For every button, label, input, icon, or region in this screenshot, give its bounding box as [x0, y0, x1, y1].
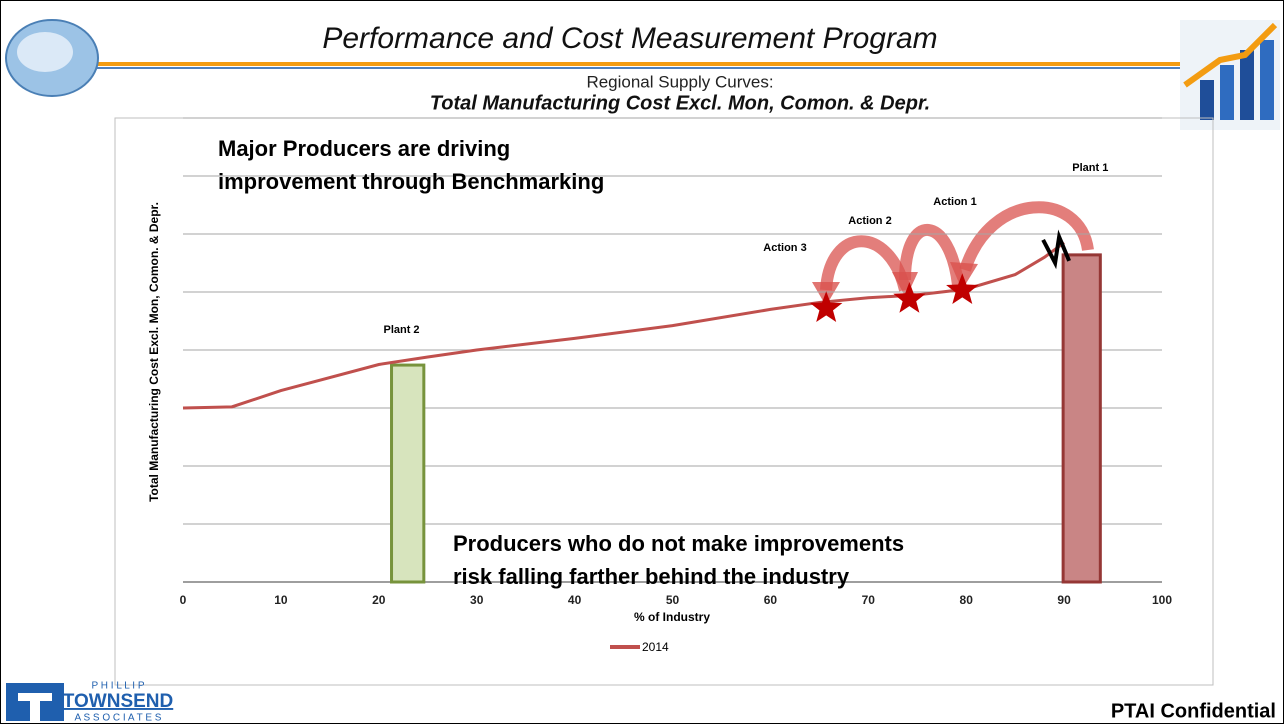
- action-label: Action 3: [763, 242, 806, 254]
- series-line: [182, 241, 1065, 410]
- action-star: [946, 273, 979, 304]
- x-tick-label: 20: [372, 593, 386, 607]
- plant-bar: [390, 363, 426, 584]
- annotation: risk falling farther behind the industry: [453, 564, 850, 589]
- x-axis-label: % of Industry: [634, 610, 710, 624]
- subtitle: Regional Supply Curves:: [586, 72, 773, 91]
- action-label: Action 2: [848, 215, 891, 227]
- plant-bar: [1061, 253, 1102, 584]
- x-tick-label: 40: [568, 593, 582, 607]
- annotation: improvement through Benchmarking: [218, 169, 604, 194]
- annotation: Producers who do not make improvements: [453, 531, 904, 556]
- action-star: [810, 291, 843, 322]
- growth-icon: [1180, 20, 1280, 130]
- x-tick-label: 100: [1152, 593, 1172, 607]
- logo-main: TOWNSEND: [63, 691, 173, 712]
- action-star: [893, 282, 926, 313]
- x-tick-label: 10: [274, 593, 288, 607]
- x-tick-label: 90: [1057, 593, 1071, 607]
- plant-label: Plant 2: [383, 324, 419, 336]
- y-axis-label: Total Manufacturing Cost Excl. Mon, Como…: [147, 202, 161, 502]
- annotation: Major Producers are driving: [218, 136, 510, 161]
- x-tick-label: 30: [470, 593, 484, 607]
- action-label: Action 1: [933, 196, 976, 208]
- x-tick-label: 70: [862, 593, 876, 607]
- x-tick-label: 50: [666, 593, 680, 607]
- townsend-logo: [6, 683, 64, 721]
- x-tick-label: 0: [180, 593, 187, 607]
- logo-bottom: A S S O C I A T E S: [75, 713, 162, 724]
- break-mark: [1041, 229, 1071, 270]
- slide-title: Performance and Cost Measurement Program: [322, 22, 937, 55]
- subtitle-bold: Total Manufacturing Cost Excl. Mon, Como…: [430, 92, 930, 114]
- globe-logo: [17, 32, 73, 72]
- logo-top: P H I L L I P: [92, 681, 145, 692]
- legend-label: 2014: [642, 640, 669, 654]
- x-tick-label: 80: [960, 593, 974, 607]
- confidential: PTAI Confidential: [1111, 700, 1276, 722]
- plant-label: Plant 1: [1072, 162, 1108, 174]
- x-tick-label: 60: [764, 593, 778, 607]
